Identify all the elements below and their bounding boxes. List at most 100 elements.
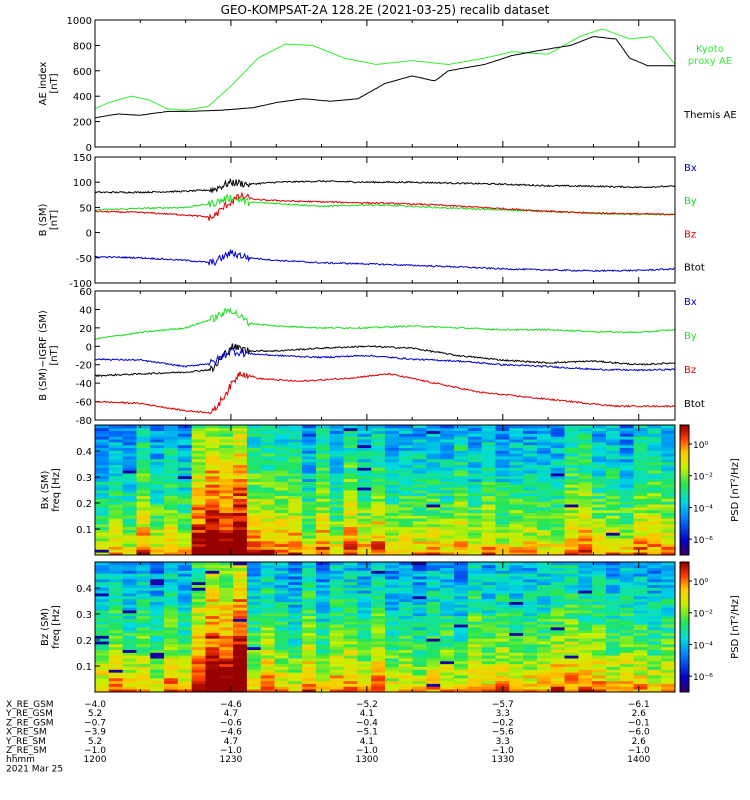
- heatmap-cell: [523, 552, 538, 556]
- heatmap-cell: [136, 470, 151, 474]
- heatmap-cell: [633, 430, 648, 434]
- heatmap-cell: [302, 629, 317, 634]
- heatmap-cell: [95, 552, 110, 556]
- heatmap-cell: [481, 578, 496, 583]
- heatmap-cell: [136, 450, 151, 454]
- heatmap-cell: [177, 576, 193, 580]
- heatmap-cell: [122, 518, 137, 522]
- heatmap-cell: [343, 635, 358, 639]
- heatmap-cell: [150, 509, 165, 514]
- heatmap-cell: [288, 669, 303, 673]
- heatmap-cell: [605, 607, 621, 611]
- heatmap-cell: [633, 638, 648, 642]
- heatmap-cell: [246, 621, 262, 625]
- heatmap-cell: [371, 615, 386, 619]
- heatmap-cell: [426, 546, 441, 550]
- heatmap-cell: [605, 604, 621, 608]
- heatmap-cell: [233, 481, 248, 485]
- heatmap-cell: [605, 546, 621, 550]
- heatmap-cell: [108, 655, 124, 659]
- heatmap-cell: [564, 444, 579, 449]
- colorbar-segment: [680, 672, 689, 676]
- heatmap-cell: [467, 627, 483, 631]
- heatmap-cell: [509, 567, 524, 571]
- heatmap-cell: [164, 618, 179, 622]
- heatmap-cell: [164, 458, 179, 463]
- heatmap-cell: [467, 658, 483, 662]
- heatmap-cell: [205, 523, 220, 528]
- heatmap-cell: [371, 621, 386, 625]
- heatmap-cell: [550, 643, 565, 648]
- heatmap-cell: [605, 543, 621, 547]
- heatmap-cell: [454, 498, 469, 502]
- heatmap-cell: [136, 444, 151, 449]
- heatmap-cell: [219, 549, 234, 553]
- heatmap-cell: [260, 504, 275, 508]
- heatmap-cell: [136, 540, 151, 545]
- heatmap-cell: [219, 504, 234, 508]
- heatmap-cell: [661, 629, 676, 634]
- heatmap-cell: [122, 627, 137, 631]
- heatmap-cell: [122, 576, 137, 580]
- heatmap-cell: [219, 492, 234, 497]
- heatmap-cell: [302, 581, 317, 586]
- heatmap-cell: [122, 447, 137, 451]
- heatmap-cell: [274, 552, 289, 556]
- heatmap-cell: [550, 473, 565, 477]
- heatmap-cell: [315, 509, 331, 514]
- heatmap-cell: [233, 627, 248, 631]
- heatmap-cell: [315, 461, 331, 465]
- heatmap-cell: [564, 540, 579, 545]
- heatmap-cell: [205, 546, 220, 550]
- heatmap-cell: [564, 672, 579, 676]
- heatmap-cell: [578, 430, 593, 434]
- heatmap-cell: [191, 590, 206, 594]
- y-tick-label: 600: [73, 67, 92, 78]
- heatmap-cell: [246, 439, 262, 443]
- heatmap-cell: [426, 484, 441, 488]
- heatmap-cell: [661, 481, 676, 485]
- heatmap-cell: [246, 638, 262, 642]
- heatmap-cell: [233, 689, 248, 693]
- heatmap-cell: [246, 504, 262, 508]
- heatmap-cell: [329, 540, 344, 545]
- heatmap-cell: [164, 635, 179, 639]
- heatmap-cell: [274, 587, 289, 591]
- heatmap-cell: [633, 604, 648, 608]
- heatmap-cell: [150, 578, 165, 583]
- heatmap-cell: [564, 521, 579, 525]
- heatmap-cell: [661, 624, 676, 628]
- heatmap-cell: [219, 509, 234, 514]
- heatmap-cell: [440, 532, 455, 536]
- heatmap-cell: [536, 487, 552, 491]
- heatmap-cell: [164, 453, 179, 457]
- heatmap-cell: [605, 573, 621, 577]
- heatmap-cell: [357, 430, 372, 434]
- heatmap-cell: [550, 669, 565, 673]
- heatmap-cell: [605, 570, 621, 574]
- heatmap-cell: [246, 655, 262, 659]
- heatmap-cell: [136, 669, 151, 673]
- heatmap-cell: [219, 652, 234, 656]
- heatmap-cell: [523, 610, 538, 614]
- heatmap-cell: [343, 529, 358, 533]
- x-axis-row-value: −5.7: [492, 700, 514, 710]
- heatmap-cell: [164, 523, 179, 528]
- heatmap-cell: [288, 484, 303, 488]
- heatmap-cell: [260, 492, 275, 497]
- heatmap-cell: [426, 523, 441, 528]
- heatmap-cell: [260, 598, 275, 602]
- heatmap-cell: [95, 501, 110, 505]
- heatmap-cell: [315, 515, 331, 519]
- heatmap-cell: [509, 512, 524, 516]
- heatmap-cell: [605, 677, 621, 682]
- heatmap-cell: [260, 595, 275, 600]
- series-line-bx: [94, 249, 676, 273]
- heatmap-cell: [219, 450, 234, 454]
- heatmap-cell: [260, 523, 275, 528]
- heatmap-cell: [315, 487, 331, 491]
- x-axis-row-label: X_RE_GSM: [6, 700, 54, 710]
- heatmap-cell: [495, 677, 510, 682]
- heatmap-cell: [385, 624, 400, 628]
- x-axis-row-value: 5.2: [88, 709, 102, 719]
